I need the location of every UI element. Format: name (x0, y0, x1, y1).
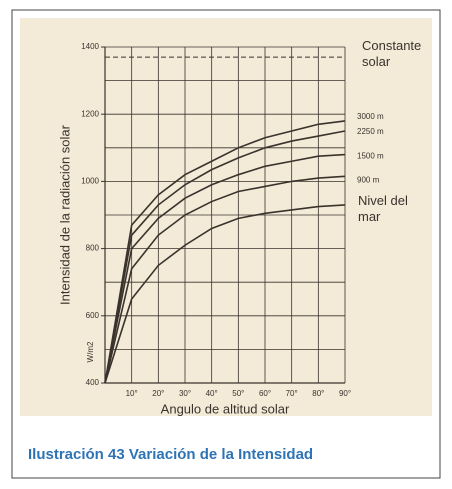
caption: Ilustración 43 Variación de la Intensida… (28, 446, 314, 463)
y-tick-label: 1400 (81, 42, 99, 51)
y-unit: W/m2 (86, 341, 95, 362)
series-line (104, 175, 346, 384)
y-tick-label: 600 (86, 311, 100, 320)
series-line (104, 130, 346, 384)
series-line (104, 153, 346, 384)
x-tick-label: 40° (206, 389, 218, 398)
series-label: 2250 m (357, 127, 384, 136)
x-tick-label: 80° (312, 389, 324, 398)
y-tick-label: 1000 (81, 177, 99, 186)
series-label: 3000 m (357, 112, 384, 121)
reference-label: Constante solar (362, 38, 422, 69)
y-tick-label: 1200 (81, 109, 99, 118)
x-tick-label: 10° (126, 389, 138, 398)
series-line (104, 120, 346, 384)
series-label: 900 m (357, 175, 380, 184)
x-tick-label: 60° (259, 389, 271, 398)
x-tick-label: 70° (286, 389, 298, 398)
x-axis-label: Angulo de altitud solar (161, 401, 290, 416)
series-label: 1500 m (357, 152, 384, 161)
series-line (104, 204, 346, 384)
x-tick-label: 50° (232, 389, 244, 398)
y-tick-label: 400 (86, 378, 100, 387)
y-axis-label: Intensidad de la radiación solar (57, 124, 72, 305)
x-tick-label: 30° (179, 389, 191, 398)
x-tick-label: 90° (339, 389, 351, 398)
series-label: Nivel del mar (358, 192, 408, 224)
y-tick-label: 800 (86, 244, 100, 253)
x-tick-label: 20° (152, 389, 164, 398)
